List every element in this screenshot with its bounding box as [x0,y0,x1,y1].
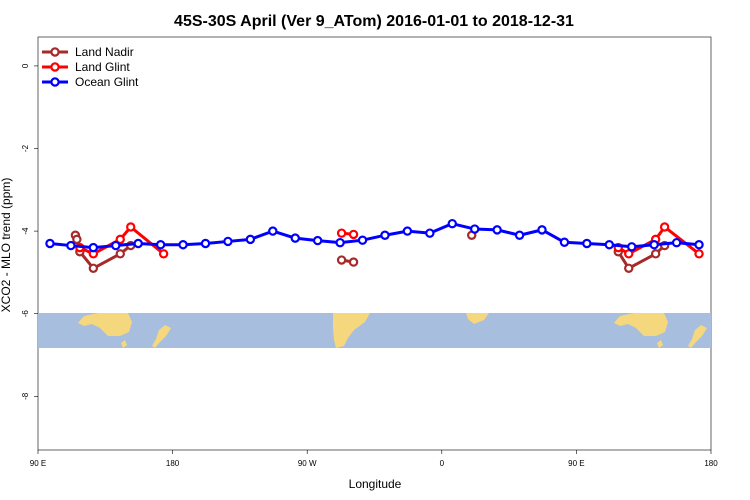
ocean-glint-point [88,242,99,253]
new-zealand-landmass [152,325,171,348]
ocean-glint-point [492,225,502,235]
ocean-glint-point [470,224,480,234]
land-glint-point [336,228,347,238]
ocean-glint-point [45,238,55,249]
ocean-glint-point [66,240,76,251]
ocean-glint-point [514,230,525,240]
x-tick-label: 90 W [298,459,317,468]
land-nadir-line [78,244,132,270]
legend-label-ocean-glint: Ocean Glint [75,75,139,89]
ocean-glint-point [582,238,592,249]
y-tick-label: -4 [21,227,30,235]
legend-marker-land-nadir [50,47,60,57]
land-nadir-point [348,257,359,267]
legend-marker-ocean-glint [50,77,60,87]
ocean-glint-point [133,238,143,249]
ocean-glint-point [649,240,659,250]
land-nadir-point [115,249,125,259]
ocean-glint-point [178,240,188,250]
ocean-glint-point [335,237,345,248]
land-glint-point [348,229,359,240]
ocean-glint-point [200,238,211,249]
x-tick-label: 180 [166,459,180,468]
ocean-glint-point [559,237,570,247]
ocean-glint-point [694,240,704,250]
land-glint-point [694,249,704,259]
y-tick-label: -2 [21,144,30,152]
ocean-glint-point [312,235,323,246]
ocean-glint-point [268,226,278,236]
x-tick-label: 180 [704,459,718,468]
australia-landmass-2 [614,313,668,336]
ocean-glint-point [357,235,368,245]
chart-title: 45S-30S April (Ver 9_ATom) 2016-01-01 to… [174,13,574,30]
land-nadir-point [336,255,347,265]
ocean-glint-point [402,226,413,236]
ocean-background [38,313,711,348]
x-tick-label: 90 E [30,459,46,468]
ocean-glint-point [155,240,166,250]
land-glint-point [158,249,169,259]
ocean-glint-point [245,234,256,245]
series-layer [45,218,704,273]
land-glint-point [115,234,125,245]
ocean-glint-point [537,225,547,235]
ocean-glint-line [49,222,700,250]
y-axis: 0 -2 -4 -6 -8 [21,63,38,400]
x-axis: 90 E 180 90 W 0 90 E 180 [30,450,718,468]
y-axis-label: XCO2 - MLO trend (ppm) [0,178,13,313]
ocean-glint-point [447,218,457,229]
africa-landmass [466,313,489,324]
map-band [38,313,711,348]
plot-frame [37,36,712,451]
land-nadir-point [72,234,82,245]
land-glint-point [126,222,136,232]
x-axis-label: Longitude [349,477,402,491]
ocean-glint-point [223,236,233,247]
land-glint-point [659,222,670,232]
ocean-glint-point [627,242,637,252]
y-tick-label: 0 [21,63,30,68]
new-zealand-landmass-2 [688,325,707,348]
south-america-landmass [333,313,370,348]
ocean-glint-point [290,233,300,243]
land-nadir-point [624,263,634,273]
legend-marker-land-glint [50,62,60,72]
ocean-glint-point [425,228,435,238]
y-tick-label: -6 [21,310,30,318]
x-tick-label: 90 E [568,459,584,468]
ocean-glint-point [604,240,615,250]
ocean-glint-point [671,237,682,248]
y-tick-label: -8 [21,392,30,400]
tasmania-landmass [121,340,127,348]
land-nadir-point [650,249,661,259]
land-nadir-point [88,263,99,273]
tasmania-landmass-2 [657,340,663,348]
australia-landmass [78,313,132,336]
ocean-glint-point [111,240,121,251]
ocean-glint-point [380,230,390,240]
legend-label-land-glint: Land Glint [75,60,130,74]
land-nadir-line [617,244,666,270]
legend-label-land-nadir: Land Nadir [75,45,134,59]
x-tick-label: 0 [440,459,445,468]
